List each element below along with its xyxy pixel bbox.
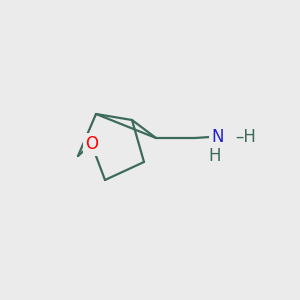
Text: –H: –H	[236, 128, 256, 146]
Text: H: H	[208, 147, 221, 165]
Text: N: N	[211, 128, 224, 146]
Text: O: O	[85, 135, 98, 153]
